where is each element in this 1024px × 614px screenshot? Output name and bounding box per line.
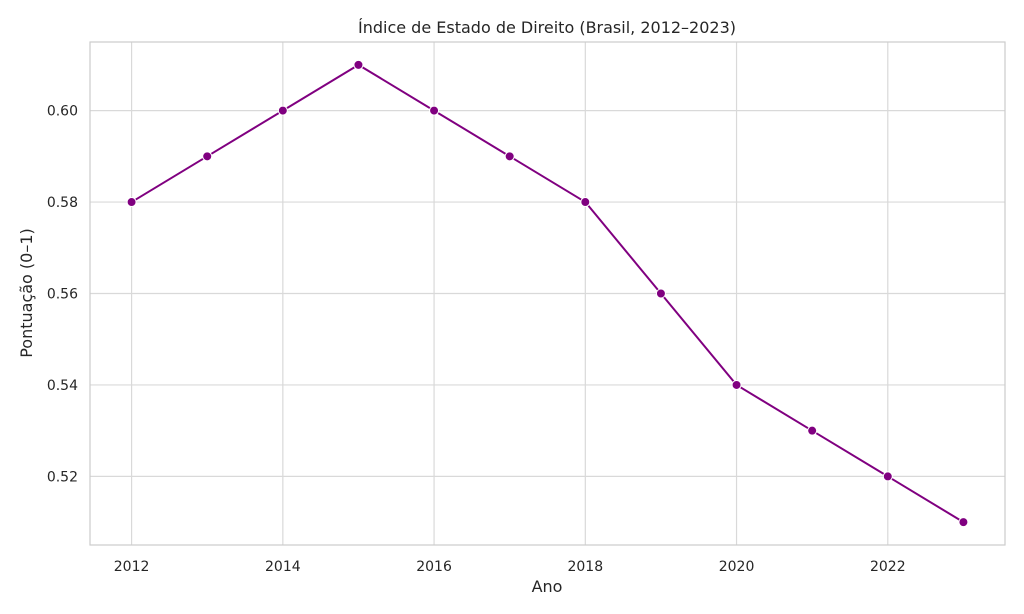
x-tick-label: 2016 (416, 559, 452, 575)
series-layer (126, 59, 969, 528)
data-point (202, 151, 213, 162)
data-point (429, 105, 440, 116)
y-tick-label: 0.52 (47, 469, 78, 485)
chart-title: Índice de Estado de Direito (Brasil, 201… (358, 18, 736, 37)
data-point (277, 105, 288, 116)
data-point (353, 59, 364, 70)
grid-layer (90, 42, 1005, 545)
data-point (126, 197, 137, 208)
data-point (958, 517, 969, 528)
y-tick-label: 0.54 (47, 378, 78, 394)
x-tick-label: 2018 (567, 559, 603, 575)
plot-frame (89, 41, 1006, 546)
x-tick-label: 2012 (114, 559, 150, 575)
y-tick-label: 0.58 (47, 195, 78, 211)
data-point (580, 197, 591, 208)
x-axis-label: Ano (532, 577, 563, 596)
data-point (882, 471, 893, 482)
x-tick-label: 2022 (870, 559, 906, 575)
x-tick-label: 2014 (265, 559, 301, 575)
y-tick-label: 0.60 (47, 104, 78, 120)
data-point (731, 379, 742, 390)
y-axis-label: Pontuação (0–1) (17, 228, 36, 358)
y-tick-label: 0.56 (47, 287, 78, 303)
x-tick-label: 2020 (719, 559, 755, 575)
data-point (655, 288, 666, 299)
x-tick-labels: 2012 2014 2016 2018 2020 2022 (114, 559, 906, 575)
data-point (504, 151, 515, 162)
data-point (807, 425, 818, 436)
series-line (131, 63, 964, 523)
y-tick-labels: 0.52 0.54 0.56 0.58 0.60 (47, 104, 78, 486)
